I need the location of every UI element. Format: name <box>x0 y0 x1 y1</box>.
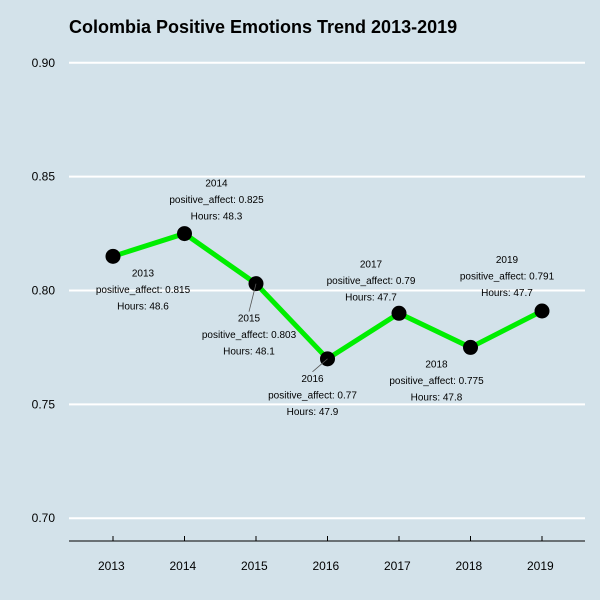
point-label-hours-2017: Hours: 47.7 <box>345 292 397 303</box>
point-label-year-2018: 2018 <box>425 359 448 370</box>
point-label-year-2016: 2016 <box>301 374 324 385</box>
data-point-2018 <box>463 339 478 355</box>
x-tick-label-2015: 2015 <box>241 559 268 573</box>
label-layer: 2013 positive_affect: 0.815 Hours: 48.6 201… <box>96 179 555 418</box>
point-label-affect-2013: positive_affect: 0.815 <box>96 285 191 296</box>
point-label-year-2014: 2014 <box>205 179 228 190</box>
y-tick-label-0.90: 0.90 <box>32 56 56 70</box>
x-tick-label-2017: 2017 <box>384 559 411 573</box>
positive-affect-line <box>110 231 545 362</box>
x-tick-label-2014: 2014 <box>170 559 197 573</box>
point-label-affect-2017: positive_affect: 0.79 <box>327 276 416 287</box>
x-tick-label-2018: 2018 <box>456 559 483 573</box>
y-tick-label-0.75: 0.75 <box>32 397 56 411</box>
chart-title: Colombia Positive Emotions Trend 2013-20… <box>69 17 457 37</box>
x-tick-label-2019: 2019 <box>527 559 554 573</box>
point-label-hours-2014: Hours: 48.3 <box>191 212 243 223</box>
y-tick-label-0.80: 0.80 <box>32 284 56 298</box>
point-label-hours-2015: Hours: 48.1 <box>223 347 275 358</box>
point-label-affect-2015: positive_affect: 0.803 <box>202 330 297 341</box>
x-tick-label-2016: 2016 <box>313 559 340 573</box>
point-label-year-2013: 2013 <box>132 268 155 279</box>
point-label-hours-2013: Hours: 48.6 <box>117 301 169 312</box>
point-label-year-2017: 2017 <box>360 259 383 270</box>
data-point-2019 <box>534 303 550 319</box>
point-label-year-2015: 2015 <box>238 314 261 325</box>
point-label-year-2019: 2019 <box>496 255 519 266</box>
y-tick-label-0.70: 0.70 <box>32 511 56 525</box>
point-label-hours-2018: Hours: 47.8 <box>411 392 463 403</box>
grid-layer <box>69 61 585 520</box>
point-label-affect-2014: positive_affect: 0.825 <box>169 195 264 206</box>
point-label-affect-2018: positive_affect: 0.775 <box>389 376 484 387</box>
x-tick-label-2013: 2013 <box>98 559 125 573</box>
point-label-affect-2016: positive_affect: 0.77 <box>268 390 357 401</box>
data-point-2017 <box>391 305 407 321</box>
label-leader-2016 <box>312 358 328 373</box>
label-leader-2015 <box>248 283 257 312</box>
y-tick-label-0.85: 0.85 <box>32 170 56 184</box>
point-label-affect-2019: positive_affect: 0.791 <box>460 271 555 282</box>
data-point-2014 <box>177 226 192 242</box>
point-label-hours-2019: Hours: 47.7 <box>481 288 533 299</box>
data-point-2013 <box>105 248 121 264</box>
point-label-hours-2016: Hours: 47.9 <box>287 407 339 418</box>
axis-layer: 0.70 0.75 0.80 0.85 0.90 2013 2014 2015 2016 2017… <box>32 56 585 573</box>
